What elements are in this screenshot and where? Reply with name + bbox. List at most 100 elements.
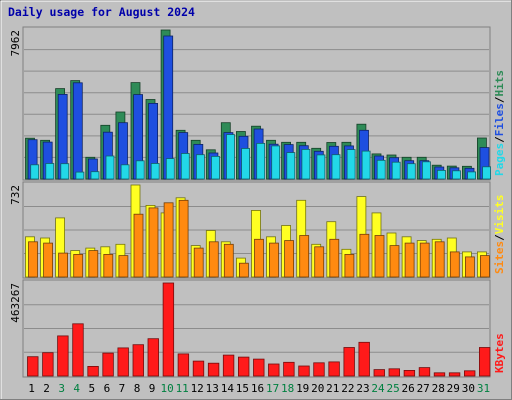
x-tick-label-2: 2 (43, 382, 50, 395)
bar-kbytes-day-30 (463, 370, 476, 377)
bar-sites-day-11 (178, 199, 189, 278)
bar-pages-day-3 (60, 163, 70, 180)
bar-pages-day-20 (316, 154, 326, 180)
axis-label-part: / (493, 234, 506, 241)
bar-pages-day-28 (436, 169, 446, 180)
x-tick-label-27: 27 (417, 382, 430, 395)
bar-kbytes-day-4 (72, 323, 84, 377)
bar-pages-day-4 (75, 171, 85, 180)
bar-kbytes-day-16 (253, 358, 265, 377)
x-tick-label-7: 7 (119, 382, 126, 395)
bar-sites-day-9 (148, 207, 159, 278)
series-axis-label: KBytes (493, 333, 506, 373)
bar-sites-day-17 (269, 242, 279, 278)
bar-sites-day-2 (43, 242, 53, 278)
bar-pages-day-17 (271, 145, 281, 180)
x-tick-label-25: 25 (386, 382, 399, 395)
x-tick-label-22: 22 (341, 382, 354, 395)
bar-sites-day-14 (223, 243, 234, 278)
bar-pages-day-27 (421, 161, 431, 180)
x-tick-label-31: 31 (477, 382, 490, 395)
bar-pages-day-21 (331, 154, 341, 180)
x-tick-label-24: 24 (371, 382, 385, 395)
x-tick-label-6: 6 (104, 382, 111, 395)
axis-label-part: / (493, 96, 506, 103)
x-tick-label-4: 4 (73, 382, 80, 395)
bar-kbytes-day-13 (207, 362, 220, 377)
bar-kbytes-day-5 (87, 365, 99, 377)
bar-sites-day-23 (359, 233, 370, 278)
axis-label-part: / (493, 136, 506, 143)
bar-pages-day-22 (346, 149, 356, 180)
bar-sites-day-3 (58, 252, 68, 278)
panel-bottom: 463267 KBytes (9, 279, 506, 378)
axis-label-part: KBytes (493, 333, 506, 373)
bar-kbytes-day-24 (373, 369, 385, 377)
bar-sites-day-16 (254, 238, 264, 278)
bar-files-day-4 (72, 82, 83, 180)
bar-sites-day-15 (238, 262, 249, 278)
x-tick-label-13: 13 (206, 382, 219, 395)
y-max-label: 732 (9, 185, 22, 205)
bar-pages-day-9 (150, 163, 160, 180)
bar-pages-day-13 (211, 155, 220, 180)
bar-pages-day-24 (376, 159, 386, 180)
bar-sites-day-29 (449, 251, 460, 278)
bar-kbytes-day-8 (132, 344, 144, 377)
bar-pages-day-7 (120, 164, 130, 180)
x-tick-label-18: 18 (281, 382, 294, 395)
x-tick-label-26: 26 (401, 382, 414, 395)
bar-pages-day-12 (195, 154, 205, 180)
x-axis: 1 2 3 4 5 6 7 8 9 10 11 12 13 14 15 16 17 18 19 20 21 22 23 24 2… (28, 382, 490, 395)
bar-pages-day-5 (90, 171, 100, 180)
bar-pages-day-1 (30, 164, 40, 180)
bar-kbytes-day-15 (237, 356, 250, 377)
bar-kbytes-day-21 (328, 361, 340, 377)
bar-sites-day-6 (103, 253, 114, 278)
x-tick-label-15: 15 (236, 382, 249, 395)
bar-kbytes-day-20 (313, 362, 325, 377)
x-tick-label-17: 17 (266, 382, 279, 395)
series-axis-label: Pages/Files/Hits (493, 70, 506, 176)
axis-label-part: Files (493, 103, 506, 136)
chart-title: Daily usage for August 2024 (8, 5, 195, 19)
y-max-label: 463267 (9, 283, 22, 323)
bar-kbytes-day-27 (418, 367, 431, 377)
bar-kbytes-day-1 (27, 356, 39, 377)
y-max-label: 7962 (9, 30, 22, 57)
bar-pages-day-10 (165, 158, 175, 180)
bar-kbytes-day-6 (102, 352, 114, 377)
bar-pages-day-26 (406, 163, 416, 180)
axis-label-part: Hits (493, 70, 506, 97)
x-tick-label-8: 8 (134, 382, 141, 395)
bar-sites-day-31 (479, 255, 490, 278)
bar-kbytes-day-14 (222, 354, 235, 377)
bar-pages-day-2 (45, 163, 55, 180)
bar-kbytes-day-3 (57, 335, 69, 377)
bar-sites-day-8 (133, 213, 144, 278)
bar-kbytes-day-10 (162, 282, 175, 377)
bar-kbytes-day-26 (403, 369, 416, 377)
bar-sites-day-27 (419, 242, 430, 278)
bar-pages-day-15 (241, 148, 251, 180)
x-tick-label-28: 28 (432, 382, 445, 395)
bar-kbytes-day-29 (448, 372, 461, 377)
x-tick-label-23: 23 (356, 382, 369, 395)
axis-label-part: Pages (493, 143, 506, 176)
bar-sites-day-26 (404, 242, 415, 278)
bar-pages-day-29 (452, 170, 461, 180)
x-tick-label-3: 3 (58, 382, 65, 395)
bar-kbytes-day-12 (192, 360, 205, 377)
bar-sites-day-12 (193, 247, 204, 278)
bar-kbytes-day-23 (358, 341, 370, 377)
x-tick-label-11: 11 (176, 382, 189, 395)
x-tick-label-5: 5 (88, 382, 95, 395)
bar-pages-day-14 (226, 134, 235, 180)
bar-kbytes-day-28 (433, 372, 446, 377)
x-tick-label-20: 20 (311, 382, 324, 395)
bar-pages-day-11 (180, 153, 190, 180)
bar-sites-day-30 (464, 256, 475, 278)
bar-pages-day-8 (135, 160, 145, 180)
x-tick-label-10: 10 (160, 382, 173, 395)
chart-panels: 7962Pages/Files/Hits732Sites/Visits46326… (9, 26, 506, 378)
